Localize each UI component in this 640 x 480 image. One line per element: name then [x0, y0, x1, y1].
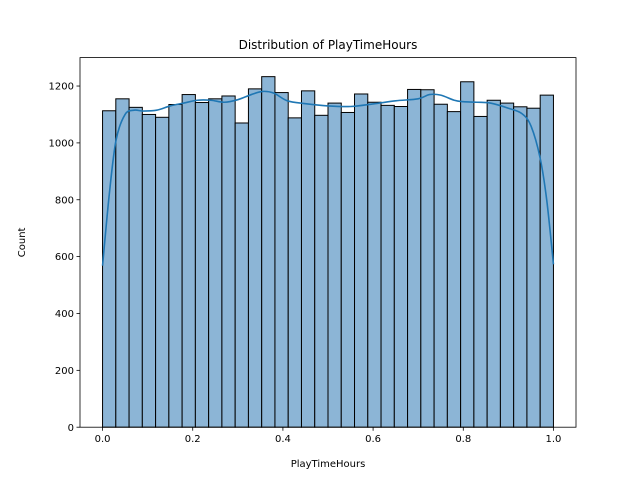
histogram-bar — [526, 107, 541, 428]
histogram-bar — [287, 117, 302, 428]
histogram-bar — [208, 98, 223, 428]
x-tick-label: 0.2 — [185, 434, 201, 445]
histogram-bar — [234, 122, 249, 428]
x-tick-label: 0.0 — [95, 434, 111, 445]
histogram-bar — [380, 104, 395, 428]
y-axis-ticks: 0 200 400 600 800 1000 1200 — [49, 82, 80, 434]
histogram-bar — [354, 93, 369, 428]
histogram-bar — [128, 106, 143, 428]
chart-title: Distribution of PlayTimeHours — [239, 38, 418, 52]
histogram-bar — [407, 88, 422, 428]
histogram-bar — [314, 114, 329, 428]
histogram-bar — [539, 94, 554, 428]
histogram-bar — [327, 102, 342, 428]
x-tick-label: 0.6 — [365, 434, 381, 445]
histogram-bar — [460, 81, 475, 428]
y-tick-label: 400 — [55, 309, 74, 320]
x-axis-ticks: 0.0 0.2 0.4 0.6 0.8 1.0 — [95, 427, 562, 445]
x-tick-label: 1.0 — [546, 434, 562, 445]
histogram-bar — [115, 98, 130, 428]
y-axis-label: Count — [17, 227, 28, 257]
x-axis-label: PlayTimeHours — [291, 459, 366, 470]
histogram-bar — [181, 94, 196, 428]
histogram-bar — [499, 102, 515, 428]
histogram-bar — [221, 95, 236, 428]
histogram-bar — [261, 76, 276, 428]
histogram-bar — [486, 99, 501, 428]
x-tick-label: 0.8 — [455, 434, 471, 445]
y-tick-label: 200 — [55, 366, 74, 377]
y-tick-label: 600 — [55, 252, 74, 263]
kde-line — [101, 90, 555, 266]
histogram-bar — [274, 92, 289, 428]
histogram-bar — [420, 89, 435, 428]
histogram-bar — [141, 113, 157, 428]
histogram-bar — [340, 111, 356, 428]
histogram-bar — [194, 102, 210, 428]
histogram-bar — [473, 115, 488, 428]
y-tick-label: 0 — [68, 423, 74, 434]
y-tick-label: 1200 — [49, 82, 74, 93]
histogram-bar — [155, 116, 170, 428]
histogram-bar — [367, 101, 382, 428]
y-tick-label: 800 — [55, 195, 74, 206]
y-tick-label: 1000 — [49, 138, 74, 149]
histogram-bars — [102, 76, 554, 428]
plot-frame — [79, 57, 577, 428]
histogram-bar — [433, 103, 448, 428]
histogram-bar — [168, 104, 183, 428]
histogram-bar — [513, 106, 528, 428]
histogram-bar — [393, 106, 409, 428]
histogram-bar — [300, 90, 316, 428]
histogram-bar — [247, 88, 263, 428]
histogram-bar — [446, 111, 462, 428]
x-tick-label: 0.4 — [275, 434, 291, 445]
